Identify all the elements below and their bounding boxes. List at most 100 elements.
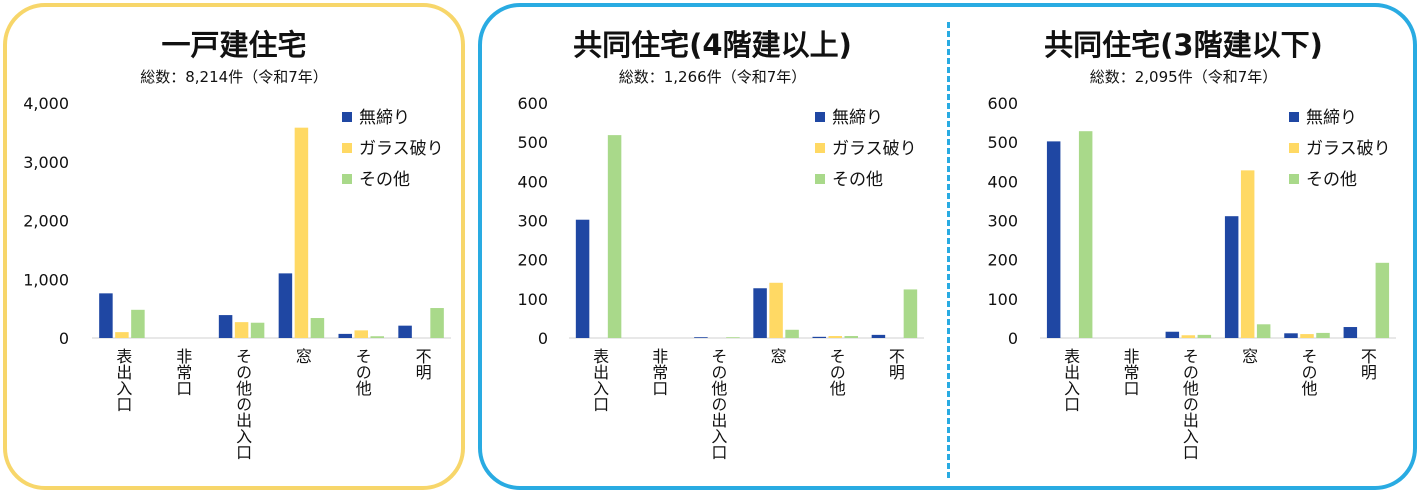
legend-label: 無締り (832, 108, 883, 128)
legend-swatch (815, 112, 825, 122)
bar (726, 337, 740, 338)
bar (1197, 334, 1212, 338)
bar (234, 322, 249, 338)
legend-label: ガラス破り (359, 139, 444, 159)
chart-title: 共同住宅(3階建以下) (1044, 28, 1323, 62)
y-tick-label: 600 (517, 94, 548, 113)
x-tick-label: 不明 (413, 348, 432, 381)
bar (812, 336, 826, 338)
x-tick-label: 表出入口 (113, 348, 132, 412)
bar (99, 293, 113, 338)
x-tick-label: 窓 (1239, 348, 1258, 364)
y-tick-label: 3,000 (23, 153, 69, 172)
bar (1284, 333, 1298, 338)
y-tick-label: 2,000 (23, 212, 69, 231)
panel-divider (947, 22, 950, 478)
y-tick-label: 300 (987, 212, 1018, 231)
y-tick-label: 200 (987, 251, 1018, 270)
bar (785, 329, 799, 338)
chart-detached-house: 一戸建住宅 総数：8,214件（令和7年） 0 1,000 2,000 3,000 4,… (3, 0, 465, 497)
legend-label: 無締り (359, 108, 410, 128)
x-tick-label: 表出入口 (590, 348, 609, 412)
y-tick-label: 0 (538, 329, 548, 348)
y-tick-label: 400 (987, 172, 1018, 191)
legend-swatch (342, 174, 352, 184)
bar (769, 282, 783, 338)
y-tick-label: 100 (987, 290, 1018, 309)
x-tick-label: 不明 (886, 348, 905, 381)
y-tick-label: 100 (517, 290, 548, 309)
bar (354, 330, 368, 338)
legend-label: ガラス破り (1306, 139, 1391, 159)
chart-plot: 01,0002,0003,0004,000表出入口 非常口 その他の出入口窓その他不… (23, 94, 451, 460)
bar (1300, 334, 1314, 338)
bar (115, 332, 129, 338)
bar (828, 336, 842, 338)
legend-swatch (342, 112, 352, 122)
chart-plot: 0100200300400500600表出入口 非常口 その他の出入口窓その他 不明無… (517, 94, 924, 460)
x-tick-label: 非常口 (173, 348, 192, 396)
x-tick-label: その他 (1299, 348, 1318, 397)
y-tick-label: 500 (517, 133, 548, 152)
chart-apartment-3less: 共同住宅(3階建以下) 総数：2,095件（令和7年） 0 100 200 300 40… (950, 0, 1417, 497)
legend-label: ガラス破り (832, 139, 917, 159)
bar (310, 318, 325, 338)
bar (1181, 335, 1196, 338)
chart-title: 共同住宅(4階建以上) (573, 28, 852, 62)
y-tick-label: 200 (517, 251, 548, 270)
bar (1078, 131, 1093, 338)
bar (575, 219, 590, 338)
x-tick-label: 表出入口 (1061, 348, 1080, 412)
legend-label: その他 (359, 170, 410, 190)
bar (131, 309, 145, 338)
bar (338, 333, 352, 338)
legend-label: その他 (832, 170, 883, 190)
bar (607, 135, 622, 338)
legend-label: 無締り (1306, 108, 1357, 128)
legend-swatch (342, 143, 352, 153)
legend-label: その他 (1306, 170, 1357, 190)
bar (1256, 324, 1271, 338)
legend-swatch (1289, 174, 1299, 184)
bar (1224, 216, 1239, 338)
bar (903, 289, 918, 338)
bar (1165, 331, 1180, 338)
bar (871, 334, 886, 338)
x-tick-label: 非常口 (649, 348, 668, 396)
x-tick-label: その他の出入口 (1180, 348, 1199, 460)
y-tick-label: 0 (59, 329, 69, 348)
chart-subtitle: 総数：1,266件（令和7年） (618, 68, 807, 86)
bar (398, 325, 412, 338)
bar (1375, 262, 1390, 338)
x-tick-label: 窓 (293, 348, 312, 364)
bar (753, 288, 767, 338)
bar (1343, 327, 1358, 338)
legend-swatch (1289, 112, 1299, 122)
bar (430, 308, 444, 338)
x-tick-label: その他 (353, 348, 372, 397)
bar (250, 322, 265, 338)
bar (1046, 141, 1061, 338)
chart-apartment-4plus: 共同住宅(4階建以上) 総数：1,266件（令和7年） 0 100 200 300 40… (478, 0, 947, 497)
y-tick-label: 0 (1008, 329, 1018, 348)
chart-subtitle: 総数：8,214件（令和7年） (140, 68, 328, 86)
bar (1240, 170, 1255, 338)
bar (218, 315, 233, 338)
y-tick-label: 1,000 (23, 270, 69, 289)
bar (1316, 332, 1330, 338)
x-tick-label: 窓 (768, 348, 787, 364)
legend-swatch (815, 174, 825, 184)
x-tick-label: その他 (827, 348, 846, 397)
bar (370, 336, 384, 338)
bar (278, 273, 293, 338)
y-tick-label: 600 (987, 94, 1018, 113)
apartment-panel (478, 3, 1417, 490)
x-tick-label: その他の出入口 (708, 348, 727, 460)
bar (844, 336, 858, 338)
x-tick-label: 不明 (1358, 348, 1377, 381)
detached-house-panel (3, 3, 465, 490)
y-tick-label: 300 (517, 212, 548, 231)
chart-subtitle: 総数：2,095件（令和7年） (1089, 68, 1278, 86)
bar (694, 337, 708, 338)
y-tick-label: 4,000 (23, 94, 69, 113)
